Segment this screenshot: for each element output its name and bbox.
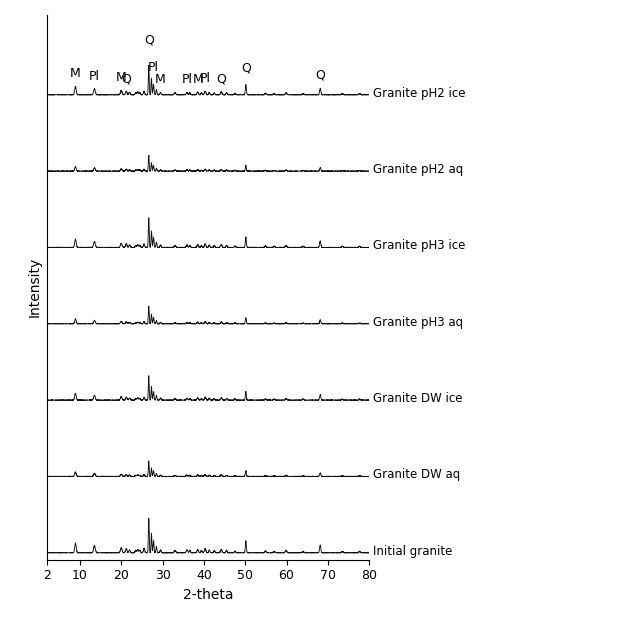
Text: Granite pH2 aq: Granite pH2 aq [373, 163, 464, 176]
Text: Q: Q [241, 62, 251, 75]
Text: Pl: Pl [148, 61, 159, 74]
Text: Pl: Pl [200, 72, 210, 85]
Text: Pl: Pl [89, 70, 100, 83]
Text: Q: Q [144, 33, 154, 46]
Text: M: M [193, 73, 203, 86]
Text: M: M [70, 67, 81, 80]
Text: Initial granite: Initial granite [373, 545, 452, 558]
Text: Granite DW ice: Granite DW ice [373, 392, 463, 405]
Text: Q: Q [216, 73, 226, 86]
Text: Granite DW aq: Granite DW aq [373, 468, 461, 481]
Text: Granite pH2 ice: Granite pH2 ice [373, 86, 466, 99]
Text: M: M [155, 73, 166, 86]
Text: M: M [116, 72, 127, 85]
X-axis label: 2-theta: 2-theta [183, 588, 233, 602]
Text: Q: Q [121, 72, 131, 85]
Text: Pl: Pl [181, 73, 193, 86]
Text: Q: Q [315, 68, 325, 81]
Text: Granite pH3 aq: Granite pH3 aq [373, 315, 464, 329]
Text: Granite pH3 ice: Granite pH3 ice [373, 239, 465, 252]
Y-axis label: Intensity: Intensity [27, 257, 41, 318]
